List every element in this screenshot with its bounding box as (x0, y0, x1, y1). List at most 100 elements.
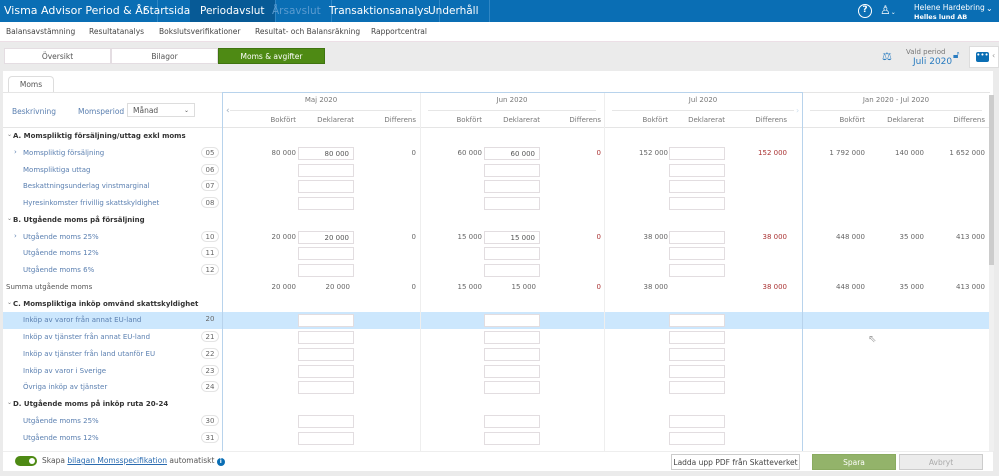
chevron-right-icon[interactable]: › (14, 147, 17, 156)
differens-value: 38 000 (762, 282, 788, 291)
app-title[interactable]: Visma Advisor Period & År (0, 0, 159, 22)
deklarerat-input[interactable] (669, 247, 725, 261)
momsspecifikation-link[interactable]: bilagan Momsspecifikation (67, 456, 168, 465)
subnav-resultat-balans[interactable]: Resultat- och Balansräkning (255, 27, 361, 36)
user-name[interactable]: Helene Hardebring (914, 3, 985, 12)
deklarerat-input[interactable]: 80 000 (298, 146, 354, 160)
segment-bilagor[interactable]: Bilagor (111, 48, 218, 64)
description-header: Beskrivning (12, 107, 56, 116)
deklarerat-input[interactable] (669, 347, 725, 361)
deklarerat-input[interactable] (298, 247, 354, 261)
deklarerat-input[interactable]: 20 000 (298, 230, 354, 244)
deklarerat-input[interactable] (669, 331, 725, 344)
table-row: Inköp av tjänster från annat EU-land 21 (3, 329, 989, 346)
segment-moms-avgifter[interactable]: Moms & avgifter (218, 48, 325, 64)
deklarerat-input[interactable] (484, 314, 540, 328)
section-header[interactable]: ⌄ A. Momspliktig försäljning/uttag exkl m… (3, 128, 989, 145)
info-icon[interactable]: i (216, 458, 225, 466)
scrollbar-thumb[interactable] (989, 95, 994, 265)
tab-moms[interactable]: Moms (8, 76, 54, 93)
deklarerat-input[interactable] (669, 414, 725, 428)
deklarerat-input[interactable] (669, 146, 725, 160)
chat-button[interactable]: ••• ‹ (969, 46, 999, 68)
deklarerat-input[interactable] (484, 331, 540, 344)
deklarerat-input[interactable] (484, 414, 540, 428)
deklarerat-input[interactable] (298, 264, 354, 277)
deklarerat-input[interactable] (669, 163, 725, 177)
subnav-bokslutsverifikationer[interactable]: Bokslutsverifikationer (159, 27, 241, 36)
table-row: Inköp av varor från annat EU-land 20 (3, 312, 989, 329)
deklarerat-input[interactable] (484, 431, 540, 445)
nav-periodavslut[interactable]: Periodavslut (190, 0, 276, 22)
unlock-icon[interactable]: 🔓︎ (953, 50, 960, 61)
deklarerat-input[interactable] (484, 264, 540, 277)
subnav-resultatanalys[interactable]: Resultatanalys (89, 27, 145, 36)
deklarerat-input[interactable] (298, 197, 354, 210)
column-header-differens: Differens (569, 116, 601, 124)
deklarerat-input[interactable] (669, 314, 725, 328)
scroll-right-icon[interactable]: › (796, 106, 800, 115)
auto-create-toggle[interactable] (15, 456, 37, 466)
deklarerat-input[interactable] (484, 364, 540, 378)
subnav-balansavstamning[interactable]: Balansavstämning (6, 27, 76, 36)
deklarerat-input[interactable] (298, 347, 354, 361)
deklarerat-input[interactable] (484, 163, 540, 177)
divider (420, 92, 421, 451)
section-header[interactable]: ⌄ D. Utgående moms på inköp ruta 20-24 (3, 396, 989, 413)
deklarerat-input[interactable] (484, 381, 540, 395)
deklarerat-input[interactable] (298, 381, 354, 395)
deklarerat-input[interactable] (298, 314, 354, 328)
deklarerat-input[interactable] (298, 163, 354, 177)
column-header-bokfort: Bokfört (642, 116, 668, 124)
chevron-right-icon[interactable]: › (14, 231, 17, 240)
deklarerat-input[interactable] (298, 364, 354, 378)
deklarerat-input[interactable] (669, 230, 725, 244)
scrollbar[interactable] (989, 95, 994, 451)
deklarerat-input[interactable] (669, 197, 725, 210)
nav-underhall[interactable]: Underhåll (418, 0, 490, 22)
deklarerat-input[interactable] (484, 347, 540, 361)
deklarerat-input[interactable] (484, 180, 540, 194)
save-button[interactable]: Spara (812, 454, 896, 470)
momsperiod-select[interactable]: Månad ⌄ (127, 103, 195, 117)
upload-pdf-button[interactable]: Ladda upp PDF från Skatteverket (671, 454, 800, 470)
chevron-down-icon[interactable]: ⌄ (7, 399, 13, 406)
section-header[interactable]: ⌄ B. Utgående moms på försäljning (3, 212, 989, 229)
deklarerat-input[interactable]: 15 000 (484, 230, 540, 244)
deklarerat-input[interactable] (669, 264, 725, 277)
deklarerat-input[interactable] (298, 180, 354, 194)
total-bokfort-value: 448 000 (836, 282, 865, 291)
deklarerat-input[interactable] (484, 247, 540, 261)
scroll-left-icon[interactable]: ‹ (226, 106, 230, 116)
momsperiod-label: Momsperiod (78, 107, 125, 116)
total-deklarerat-value: 140 000 (895, 148, 924, 157)
divider (810, 110, 982, 111)
deklarerat-input[interactable] (669, 431, 725, 445)
question-circle-icon[interactable]: ? (858, 4, 872, 18)
chevron-down-icon[interactable]: ⌄ (7, 131, 13, 138)
deklarerat-input[interactable] (669, 381, 725, 395)
deklarerat-input[interactable] (669, 180, 725, 194)
subnav-rapportcentral[interactable]: Rapportcentral (371, 27, 427, 36)
deklarerat-input[interactable] (669, 364, 725, 378)
row-label: Beskattningsunderlag vinstmarginal (23, 182, 150, 191)
segment-oversikt[interactable]: Översikt (4, 48, 111, 64)
deklarerat-input[interactable] (298, 331, 354, 344)
chevron-down-icon[interactable]: ⌄ (7, 298, 13, 306)
period-value[interactable]: Juli 2020 (913, 57, 953, 67)
user-icon[interactable]: ♙⌄ (880, 3, 896, 17)
bokfort-value: 20 000 (271, 232, 297, 241)
deklarerat-input[interactable] (484, 197, 540, 210)
deklarerat-input[interactable] (298, 414, 354, 428)
table-row: Utgående moms 6% 12 (3, 262, 989, 279)
chevron-down-icon[interactable]: ⌄ (986, 4, 993, 13)
section-header[interactable]: ⌄ C. Momspliktiga inköp omvänd skattskyld… (3, 296, 989, 313)
nav-transaktionsanalys[interactable]: Transaktionsanalys (319, 0, 440, 22)
table-row: Inköp av tjänster från land utanför EU 22 (3, 346, 989, 363)
deklarerat-input[interactable]: 60 000 (484, 146, 540, 160)
scales-icon[interactable]: ⚖ (882, 50, 892, 63)
deklarerat-input[interactable] (298, 431, 354, 445)
cancel-button: Avbryt (899, 454, 983, 470)
chevron-down-icon[interactable]: ⌄ (7, 214, 13, 222)
ruta-code: 08 (201, 197, 219, 208)
